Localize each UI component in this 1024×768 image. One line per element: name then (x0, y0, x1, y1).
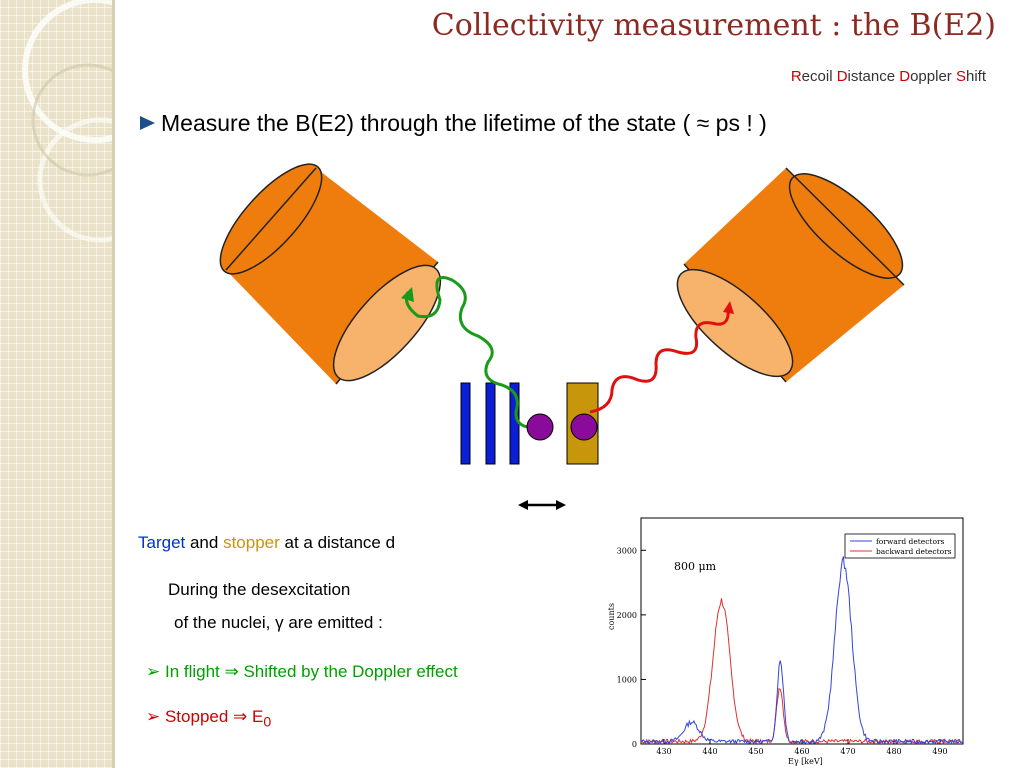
x-axis-label: Eγ [keV] (788, 757, 823, 766)
triangle-bullet-icon (140, 116, 155, 130)
stopped-line: ➢ Stopped ⇒ E0 (146, 707, 271, 730)
y-tick-label: 0 (632, 740, 637, 749)
side-divider (112, 0, 115, 768)
arrow-bullet-icon: ➢ (146, 707, 165, 726)
subtitle-rest: istance (847, 68, 900, 85)
subtitle-letter: R (790, 68, 802, 85)
word-and: and (185, 533, 224, 552)
emitted-line: of the nuclei, γ are emitted : (174, 613, 383, 632)
subtitle-rest: ecoil (801, 68, 837, 85)
x-tick-label: 440 (702, 747, 717, 756)
subtitle-rdds: Recoil Distance Doppler Shift (791, 68, 986, 85)
detector-left (219, 163, 442, 385)
target-foil (460, 382, 471, 465)
subtitle-letter: D (836, 68, 848, 85)
subtitle-letter: D (899, 68, 911, 85)
y-axis: 0 1000 2000 3000 (617, 546, 646, 749)
subtitle-rest: oppler (910, 68, 956, 85)
arrowhead-red-icon (723, 301, 734, 314)
arrowhead-left-icon (518, 500, 528, 510)
during-line: During the desexcitation (168, 580, 351, 599)
x-tick-label: 430 (656, 747, 671, 756)
legend-forward: forward detectors (876, 537, 945, 546)
nucleus-in-flight (526, 413, 554, 441)
nucleus-stopped (570, 413, 598, 441)
x-tick-label: 470 (840, 747, 855, 756)
decorative-side-panel (0, 0, 168, 768)
x-axis: 430 440 450 460 470 480 490 (656, 739, 948, 756)
thickness-annotation: 800 μm (674, 560, 717, 573)
x-tick-label: 480 (886, 747, 901, 756)
bullet-text: Measure the B(E2) through the lifetime o… (161, 110, 767, 136)
gamma-ray-green (404, 276, 541, 429)
stopped-text: Stopped ⇒ E (164, 707, 264, 726)
forward-detectors-spectrum (640, 556, 964, 746)
arrow-bullet-icon: ➢ (146, 662, 165, 681)
slide-title: Collectivity measurement : the B(E2) (431, 8, 996, 43)
distance-text: at a distance d (279, 533, 396, 552)
subtitle-rest: hift (965, 68, 986, 85)
y-tick-label: 3000 (617, 546, 637, 555)
stopped-subscript: 0 (263, 714, 272, 731)
target-foil (485, 382, 496, 465)
arrowhead-right-icon (556, 500, 566, 510)
in-flight-line: ➢ In flight ⇒ Shifted by the Doppler eff… (146, 662, 458, 682)
legend-backward: backward detectors (876, 547, 952, 556)
word-target: Target (138, 533, 186, 552)
detector-right (676, 167, 905, 383)
x-tick-label: 460 (794, 747, 809, 756)
gamma-spectrum-plot: 0 1000 2000 3000 430 440 450 460 470 480 490 800 … (596, 510, 968, 768)
subtitle-letter: S (955, 68, 966, 85)
x-tick-label: 450 (748, 747, 763, 756)
gamma-ray-red (589, 307, 730, 414)
target-stopper-line: Target and stopper at a distance d (138, 533, 395, 553)
word-stopper: stopper (223, 533, 280, 552)
arrowhead-green-icon (401, 287, 414, 302)
y-tick-label: 2000 (617, 611, 637, 620)
legend-box (844, 533, 956, 559)
main-bullet: Measure the B(E2) through the lifetime o… (140, 110, 767, 137)
x-tick-label: 490 (932, 747, 947, 756)
y-axis-label: counts (607, 603, 616, 630)
y-tick-label: 1000 (617, 675, 637, 684)
in-flight-text: In flight ⇒ Shifted by the Doppler effec… (164, 662, 458, 681)
rdds-diagram (219, 163, 905, 510)
